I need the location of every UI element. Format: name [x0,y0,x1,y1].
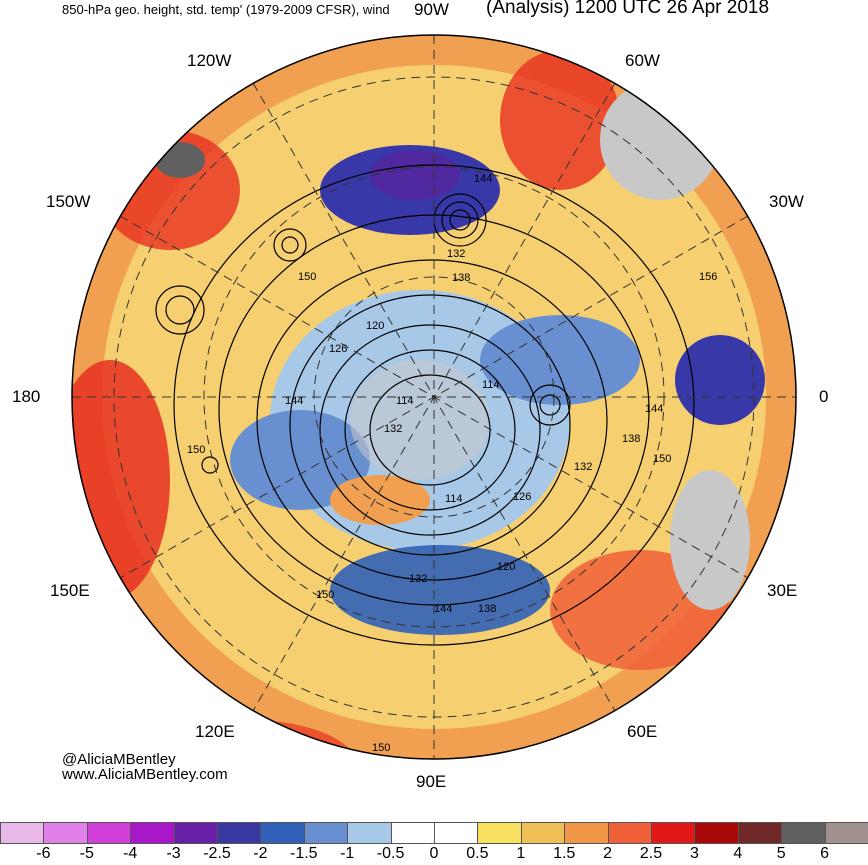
colorbar-label: 0.5 [466,845,489,862]
map-subtitle: 850-hPa geo. height, std. temp' (1979-20… [62,2,390,17]
contour-label: 138 [452,272,470,284]
longitude-label-60e: 60E [627,722,658,741]
contour-label: 150 [187,444,205,456]
polar-stereographic-map: 144 132 150 138 120 126 114 132 114 144 … [71,34,797,760]
contour-label: 138 [622,433,640,445]
contour-label: 132 [384,423,402,435]
longitude-label-150w: 150W [46,192,91,211]
longitude-label-120e: 120E [195,722,235,741]
colorbar-label: -5 [79,845,94,862]
colorbar-swatch [130,822,175,844]
colorbar-swatch [217,822,262,844]
map-title: (Analysis) 1200 UTC 26 Apr 2018 [486,0,770,18]
colorbar-swatch [824,822,868,844]
colorbar: -6 -5 -4 -3 -2.5 -2 -1.5 -1 -0.5 0 0.5 1 1.5 2 2.5 3 4 5 6 [0,822,868,865]
missing-data-area-ne [600,80,720,200]
contour-label: 150 [298,271,316,283]
colorbar-swatch [303,822,349,844]
map-boundary [71,34,797,760]
colorbar-swatch [737,822,783,844]
longitude-label-60w: 60W [625,51,660,70]
height-contours [155,164,695,646]
anomaly-cool-east [480,315,640,405]
colorbar-label: -2 [253,845,268,862]
colorbar-label: 4 [733,845,743,862]
anomaly-warm-center [330,475,430,525]
longitude-label-30e: 30E [767,581,798,600]
missing-data-area-e [670,470,750,610]
colorbar-swatch [260,822,305,844]
colorbar-label: 0 [429,845,439,862]
author-handle: @AliciaMBentley [62,751,176,768]
anomaly-extreme-nw [155,142,205,178]
contour-label: 126 [513,491,531,503]
colorbar-swatch [86,822,132,844]
colorbar-label: -1.5 [290,845,318,862]
anomaly-cold-south [330,545,550,635]
author-website: www.AliciaMBentley.com [62,766,228,783]
colorbar-swatch [0,822,45,844]
contour-label: 132 [409,573,427,585]
contour-label: 126 [329,343,347,355]
contour-label: 150 [372,742,390,754]
colorbar-swatch [564,822,609,844]
longitude-label-120w: 120W [187,51,232,70]
contour-label: 144 [285,395,303,407]
colorbar-swatch [607,822,652,844]
colorbar-swatch [347,822,392,844]
anomaly-warm-west [72,360,170,600]
colorbar-swatch [520,822,566,844]
contour-label: 144 [645,403,663,415]
longitude-label-180: 180 [12,387,41,406]
colorbar-label: -2.5 [203,845,231,862]
colorbar-label: -3 [166,845,181,862]
anomaly-very-cold-north [370,150,460,200]
contour-label: 138 [478,603,496,615]
colorbar-swatch [43,822,88,844]
anomaly-cold-east [675,335,765,425]
colorbar-swatch [694,822,739,844]
longitude-label-90e: 90E [416,772,447,791]
contour-label: 114 [396,395,414,407]
longitude-label-30w: 30W [769,192,804,211]
colorbar-label: -6 [36,845,51,862]
contour-label-group: 144 132 150 138 120 126 114 132 114 144 … [187,173,717,754]
contour-label: 114 [445,493,463,505]
colorbar-swatch [477,822,522,844]
colorbar-swatch [651,822,696,844]
contour-label: 132 [447,248,465,260]
contour-label: 144 [474,173,492,185]
longitude-label-150e: 150E [50,581,90,600]
anomaly-warm-northwest [100,130,240,250]
colorbar-label: 2 [603,845,613,862]
colorbar-label: 1 [516,845,526,862]
colorbar-swatch [390,822,435,844]
contour-label: 120 [366,320,384,332]
colorbar-label: -1 [340,845,355,862]
contour-label: 120 [497,561,515,573]
greenland-terrain [350,360,490,480]
colorbar-swatch [173,822,218,844]
contour-label: 132 [574,461,592,473]
temperature-anomaly-field [72,35,796,759]
contour-label: 144 [434,603,452,615]
colorbar-label: 2.5 [639,845,663,862]
graticule [72,35,796,759]
longitude-label-0: 0 [819,387,829,406]
contour-label: 150 [653,453,671,465]
colorbar-label: -0.5 [376,845,405,862]
colorbar-label: 5 [776,845,786,862]
anomaly-cool-west [230,410,370,510]
contour-label: 156 [699,271,717,283]
contour-label: 150 [316,589,334,601]
colorbar-swatch [434,822,479,844]
contour-label: 114 [482,379,500,391]
colorbar-label: 3 [689,845,699,862]
colorbar-label: 6 [820,845,830,862]
longitude-label-90w: 90W [414,0,449,19]
anomaly-warm-northeast [500,50,620,190]
colorbar-label: -4 [123,845,138,862]
colorbar-label: 1.5 [553,845,576,862]
colorbar-swatch [781,822,826,844]
